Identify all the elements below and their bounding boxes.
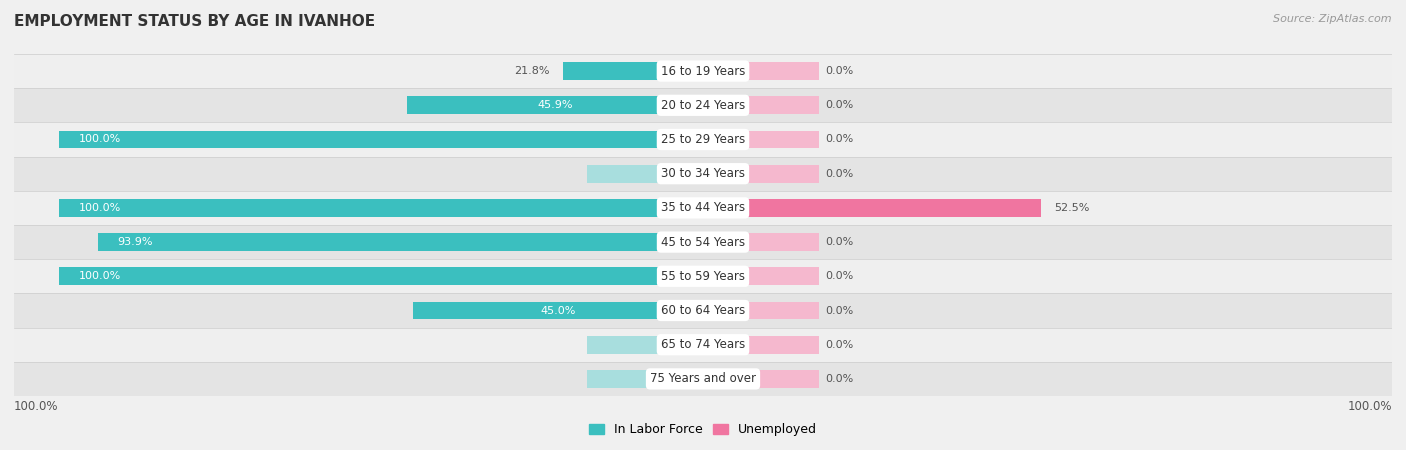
Text: 0.0%: 0.0% [662,169,690,179]
Text: 55 to 59 Years: 55 to 59 Years [661,270,745,283]
Bar [588,199,703,217]
Text: 93.9%: 93.9% [118,237,153,247]
Legend: In Labor Force, Unemployed: In Labor Force, Unemployed [583,418,823,441]
Bar [703,96,818,114]
Bar [588,302,703,319]
Text: 75 Years and over: 75 Years and over [650,373,756,385]
Bar [703,165,818,183]
Bar [98,233,703,251]
Bar [588,233,703,251]
Bar [588,370,703,388]
Text: 0.0%: 0.0% [825,237,853,247]
Text: 0.0%: 0.0% [662,374,690,384]
Text: 0.0%: 0.0% [825,100,853,110]
Text: 0.0%: 0.0% [825,135,853,144]
Bar [0,293,1406,328]
Bar [703,336,818,354]
Bar [0,362,1406,396]
Text: 45 to 54 Years: 45 to 54 Years [661,236,745,248]
Bar [588,165,703,183]
Bar [408,96,703,114]
Text: 0.0%: 0.0% [825,374,853,384]
Bar [588,336,703,354]
Bar [59,130,703,148]
Text: 45.9%: 45.9% [537,100,574,110]
Bar [0,122,1406,157]
Bar [0,328,1406,362]
Bar [588,62,703,80]
Bar [703,233,818,251]
Text: 25 to 29 Years: 25 to 29 Years [661,133,745,146]
Bar [0,54,1406,88]
Bar [0,259,1406,293]
Bar [0,88,1406,122]
Text: 100.0%: 100.0% [14,400,59,413]
Bar [703,370,818,388]
Bar [562,62,703,80]
Bar [703,130,818,148]
Text: 0.0%: 0.0% [825,340,853,350]
Bar [588,267,703,285]
Bar [59,267,703,285]
Text: 0.0%: 0.0% [825,306,853,315]
Bar [413,302,703,319]
Text: 21.8%: 21.8% [515,66,550,76]
Bar [0,157,1406,191]
Text: 0.0%: 0.0% [825,169,853,179]
Text: Source: ZipAtlas.com: Source: ZipAtlas.com [1274,14,1392,23]
Bar [703,267,818,285]
Text: 45.0%: 45.0% [540,306,576,315]
Bar [588,96,703,114]
Text: 30 to 34 Years: 30 to 34 Years [661,167,745,180]
Text: 20 to 24 Years: 20 to 24 Years [661,99,745,112]
Bar [703,199,1040,217]
Text: 16 to 19 Years: 16 to 19 Years [661,65,745,77]
Text: 60 to 64 Years: 60 to 64 Years [661,304,745,317]
Bar [703,302,818,319]
Text: 0.0%: 0.0% [662,340,690,350]
Bar [703,199,818,217]
Text: 35 to 44 Years: 35 to 44 Years [661,202,745,214]
Bar [703,62,818,80]
Text: 65 to 74 Years: 65 to 74 Years [661,338,745,351]
Text: 0.0%: 0.0% [825,66,853,76]
Text: 100.0%: 100.0% [79,203,121,213]
Bar [59,199,703,217]
Text: 100.0%: 100.0% [1347,400,1392,413]
Text: 100.0%: 100.0% [79,135,121,144]
Bar [0,191,1406,225]
Text: EMPLOYMENT STATUS BY AGE IN IVANHOE: EMPLOYMENT STATUS BY AGE IN IVANHOE [14,14,375,28]
Text: 52.5%: 52.5% [1054,203,1090,213]
Bar [0,225,1406,259]
Bar [588,130,703,148]
Text: 0.0%: 0.0% [825,271,853,281]
Text: 100.0%: 100.0% [79,271,121,281]
